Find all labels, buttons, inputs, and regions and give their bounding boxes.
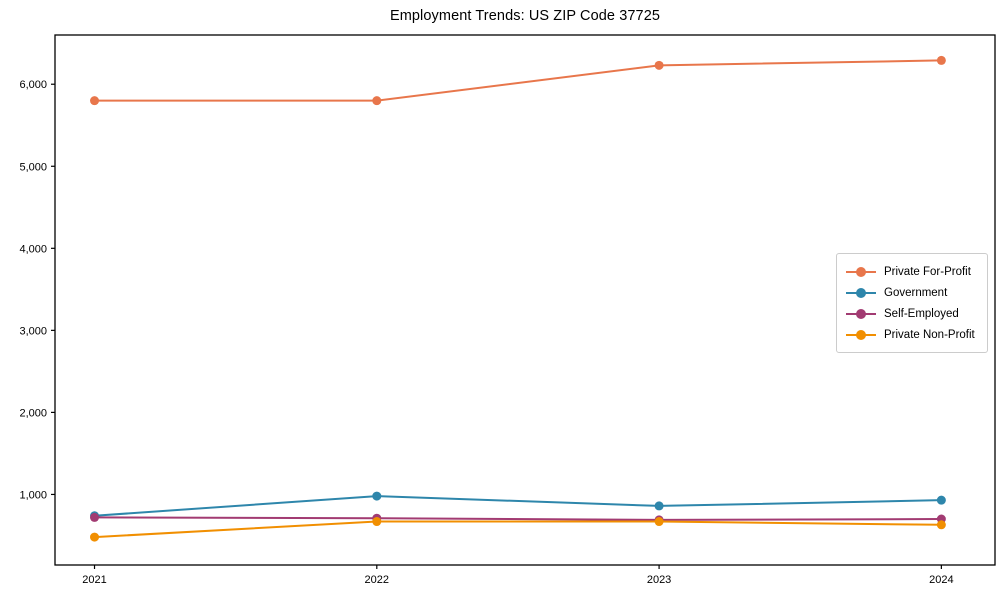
legend-line-marker-icon <box>846 308 876 319</box>
chart-title: Employment Trends: US ZIP Code 37725 <box>389 8 661 24</box>
data-point-private-non-profit <box>372 517 382 527</box>
data-point-private-non-profit <box>936 520 946 530</box>
legend-item-private-for-profit: Private For-Profit <box>846 261 977 282</box>
y-axis-tick-label: 1,000 <box>19 489 47 501</box>
series-line-self-employed <box>94 516 942 521</box>
data-point-private-non-profit <box>90 532 100 542</box>
legend: Private For-Profit Government Self-Employe… <box>836 253 988 353</box>
series-line-private-for-profit <box>94 59 942 102</box>
x-axis-tick-label: 2023 <box>647 574 671 586</box>
legend-line-marker-icon <box>846 287 876 298</box>
legend-label: Government <box>884 286 948 299</box>
legend-item-self-employed: Self-Employed <box>846 303 977 324</box>
series-line-private-non-profit <box>94 520 942 539</box>
data-point-private-for-profit <box>90 96 100 106</box>
plot-border <box>54 34 996 566</box>
y-axis-tick-label: 3,000 <box>19 325 47 337</box>
series-line-government <box>94 495 942 517</box>
x-axis-tick-label: 2022 <box>365 574 389 586</box>
data-point-self-employed <box>90 512 100 522</box>
x-axis-tick-label: 2021 <box>82 574 106 586</box>
data-point-government <box>936 495 946 505</box>
legend-item-private-non-profit: Private Non-Profit <box>846 324 977 345</box>
x-axis-tick-label: 2024 <box>929 574 953 586</box>
legend-line-marker-icon <box>846 329 876 340</box>
y-axis-tick-label: 6,000 <box>19 79 47 91</box>
y-axis-tick-label: 2,000 <box>19 407 47 419</box>
data-point-private-for-profit <box>372 96 382 106</box>
y-axis-tick-label: 4,000 <box>19 243 47 255</box>
legend-line-marker-icon <box>846 266 876 277</box>
legend-label: Self-Employed <box>884 307 959 320</box>
legend-item-government: Government <box>846 282 977 303</box>
data-point-private-non-profit <box>654 517 664 527</box>
data-point-government <box>372 491 382 501</box>
data-point-government <box>654 501 664 511</box>
data-point-private-for-profit <box>936 55 946 65</box>
legend-label: Private For-Profit <box>884 265 971 278</box>
y-axis-tick-label: 5,000 <box>19 161 47 173</box>
legend-label: Private Non-Profit <box>884 328 975 341</box>
data-point-private-for-profit <box>654 60 664 70</box>
